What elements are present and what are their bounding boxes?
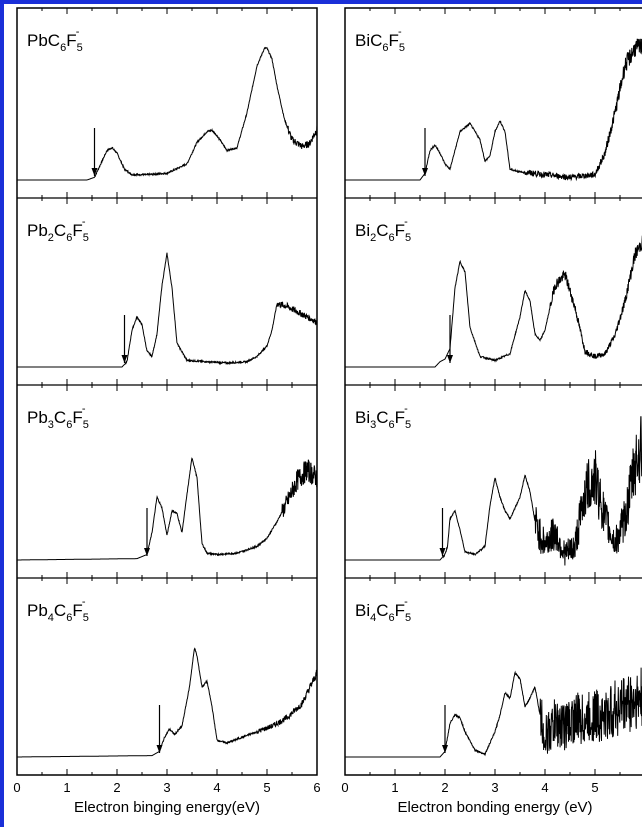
- arrow-head: [91, 168, 98, 176]
- x-tick-label: 0: [341, 780, 348, 795]
- panels: 0 1 2 3 4 5 6 Electron binging energy(eV) 0 1 2 3 4 5…: [13, 7, 642, 816]
- x-tick-label: 1: [63, 780, 70, 795]
- x-tick-label: 1: [391, 780, 398, 795]
- spectrum-line: [345, 38, 642, 182]
- x-tick-label: 4: [541, 780, 548, 795]
- charge-label: -: [404, 596, 408, 608]
- arrow-head: [442, 745, 448, 753]
- species-label: Bi3C6F5: [355, 408, 411, 431]
- charge-label: -: [82, 596, 86, 608]
- x-tick-label: 6: [313, 780, 320, 795]
- arrow-head: [422, 168, 428, 176]
- x-tick-label: 3: [163, 780, 170, 795]
- x-tick-label: 3: [491, 780, 498, 795]
- species-label: Pb2C6F5: [27, 221, 89, 244]
- charge-label: -: [404, 216, 408, 228]
- x-tick-label: 0: [13, 780, 20, 795]
- spectrum-line: [345, 235, 642, 368]
- spectrum-line: [345, 667, 642, 758]
- x-tick-label: 5: [591, 780, 598, 795]
- arrow-head: [144, 548, 150, 556]
- arrow-head: [447, 355, 453, 363]
- x-tick-label: 5: [263, 780, 270, 795]
- x-tick-label: 4: [213, 780, 220, 795]
- species-label: PbC6F5: [27, 31, 83, 54]
- species-label: Bi2C6F5: [355, 221, 411, 244]
- spectrum-line: [17, 252, 318, 368]
- charge-label: -: [404, 403, 408, 415]
- arrow-head: [156, 745, 163, 753]
- species-label: BiC6F5: [355, 31, 405, 54]
- plot-frame-right: [344, 7, 642, 776]
- charge-label: -: [82, 216, 86, 228]
- charge-label: -: [82, 403, 86, 415]
- charge-label: -: [398, 26, 402, 38]
- spectrum-line: [17, 647, 318, 758]
- x-axis-label-right: Electron bonding energy (eV): [397, 799, 592, 816]
- species-label: Bi4C6F5: [355, 601, 411, 624]
- plot-frame-left: [16, 7, 318, 776]
- x-tick-label: 2: [441, 780, 448, 795]
- species-label: Pb4C6F5: [27, 601, 89, 624]
- charge-label: -: [76, 26, 80, 38]
- arrow-head: [439, 548, 446, 556]
- x-tick-label: 2: [113, 780, 120, 795]
- species-label: Pb3C6F5: [27, 408, 89, 431]
- spectrum-line: [17, 457, 318, 561]
- arrow-head: [121, 355, 128, 363]
- spectrum-line: [17, 46, 318, 181]
- x-axis-label-left: Electron binging energy(eV): [74, 799, 260, 816]
- spectrum-line: [345, 416, 642, 566]
